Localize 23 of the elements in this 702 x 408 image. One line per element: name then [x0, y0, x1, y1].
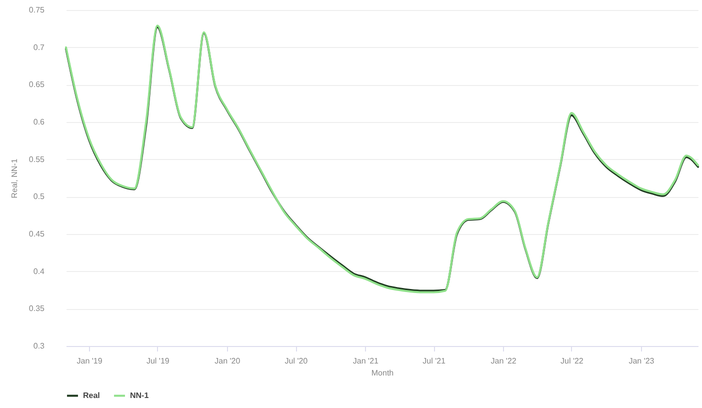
- x-tick-label: Jan '21: [352, 356, 380, 366]
- y-tick-label: 0.65: [28, 80, 46, 90]
- y-tick-label: 0.6: [33, 118, 46, 126]
- x-tick-label: Jan '22: [490, 356, 517, 366]
- legend-label: Real: [83, 390, 100, 400]
- y-axis-title: Real, NN-1: [10, 158, 19, 198]
- y-tick-label: 0.35: [28, 304, 46, 314]
- x-axis-title: Month: [371, 368, 394, 378]
- x-tick-label: Jan '19: [76, 356, 103, 366]
- x-tick-label: Jul '20: [284, 356, 308, 366]
- x-tick-label: Jul '22: [560, 356, 584, 366]
- x-tick-label: Jan '20: [214, 356, 241, 366]
- y-tick-label: 0.75: [28, 6, 46, 14]
- y-tick-label: 0.4: [33, 266, 46, 276]
- y-tick-label: 0.5: [33, 192, 46, 202]
- x-tick-label: Jul '19: [146, 356, 170, 366]
- legend-label: NN-1: [130, 390, 150, 400]
- y-tick-label: 0.3: [33, 342, 46, 350]
- y-tick-label: 0.7: [33, 42, 46, 52]
- y-tick-label: 0.55: [28, 154, 46, 164]
- x-tick-label: Jan '23: [628, 356, 655, 366]
- x-tick-label: Jul '21: [422, 356, 446, 366]
- y-tick-label: 0.45: [28, 230, 46, 238]
